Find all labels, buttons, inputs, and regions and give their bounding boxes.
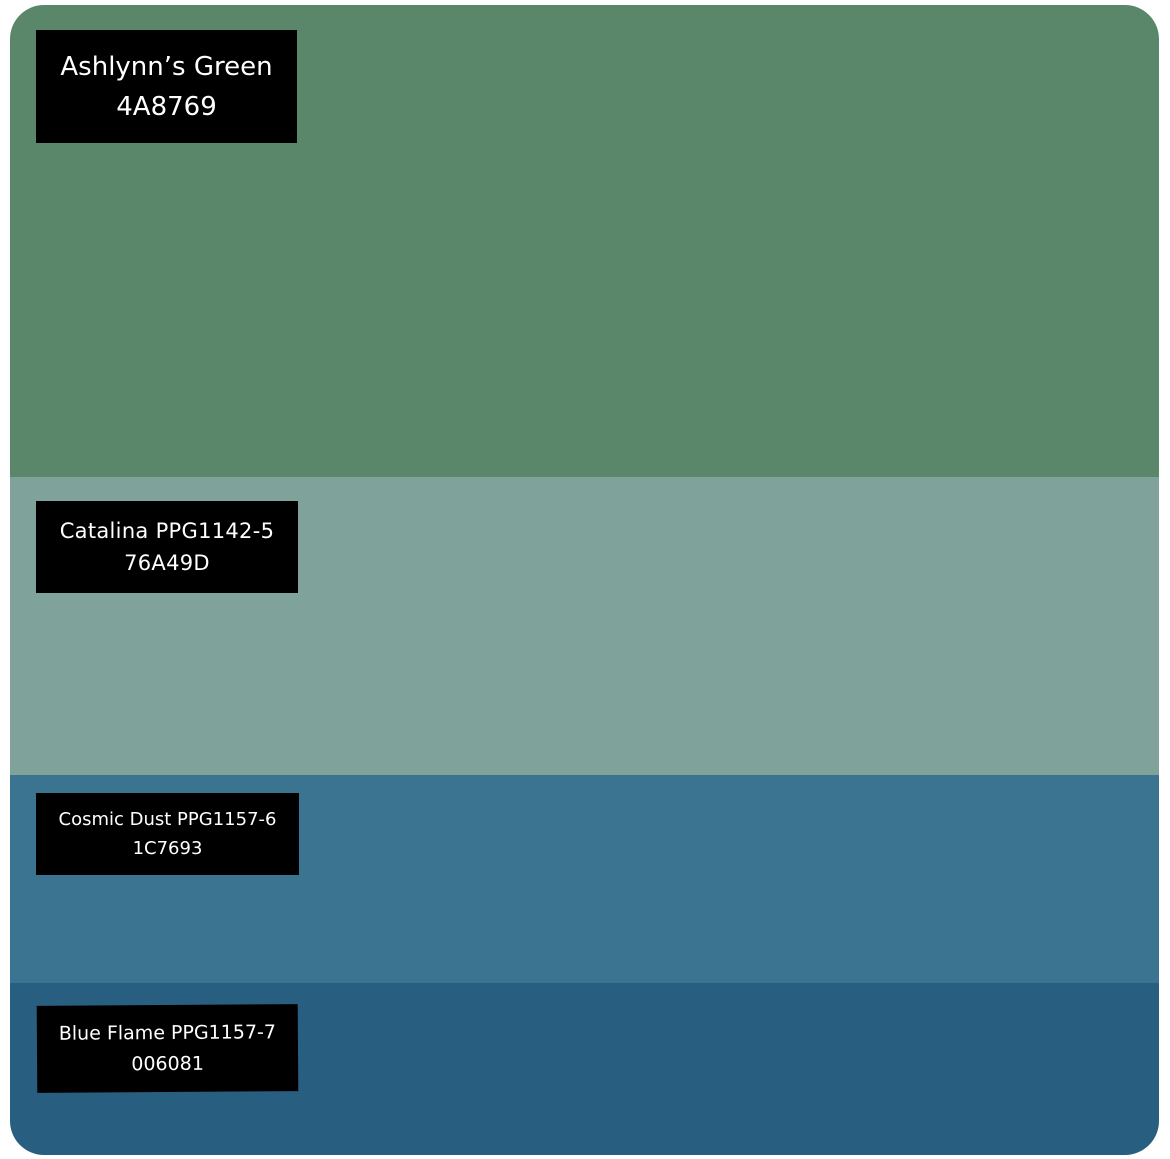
- swatch-name: Blue Flame PPG1157-7: [58, 1020, 277, 1045]
- swatch-name: Ashlynn’s Green: [60, 51, 273, 82]
- swatch-label: Cosmic Dust PPG1157-6 1C7693: [36, 793, 299, 875]
- swatch-code: 006081: [131, 1052, 204, 1075]
- swatch-blue-flame: Blue Flame PPG1157-7 006081: [10, 983, 1159, 1155]
- swatch-ashlynns-green: Ashlynn’s Green 4A8769: [10, 5, 1159, 477]
- swatch-label: Blue Flame PPG1157-7 006081: [36, 1004, 299, 1093]
- swatch-label: Ashlynn’s Green 4A8769: [36, 30, 297, 143]
- swatch-code: 4A8769: [116, 91, 217, 122]
- swatch-cosmic-dust: Cosmic Dust PPG1157-6 1C7693: [10, 775, 1159, 983]
- swatch-name: Cosmic Dust PPG1157-6: [58, 809, 277, 830]
- swatch-code: 1C7693: [132, 838, 203, 859]
- swatch-code: 76A49D: [124, 551, 210, 575]
- color-palette: Ashlynn’s Green 4A8769 Catalina PPG1142-…: [10, 5, 1159, 1155]
- swatch-name: Catalina PPG1142-5: [59, 519, 275, 543]
- swatch-label: Catalina PPG1142-5 76A49D: [36, 501, 298, 593]
- swatch-catalina: Catalina PPG1142-5 76A49D: [10, 477, 1159, 775]
